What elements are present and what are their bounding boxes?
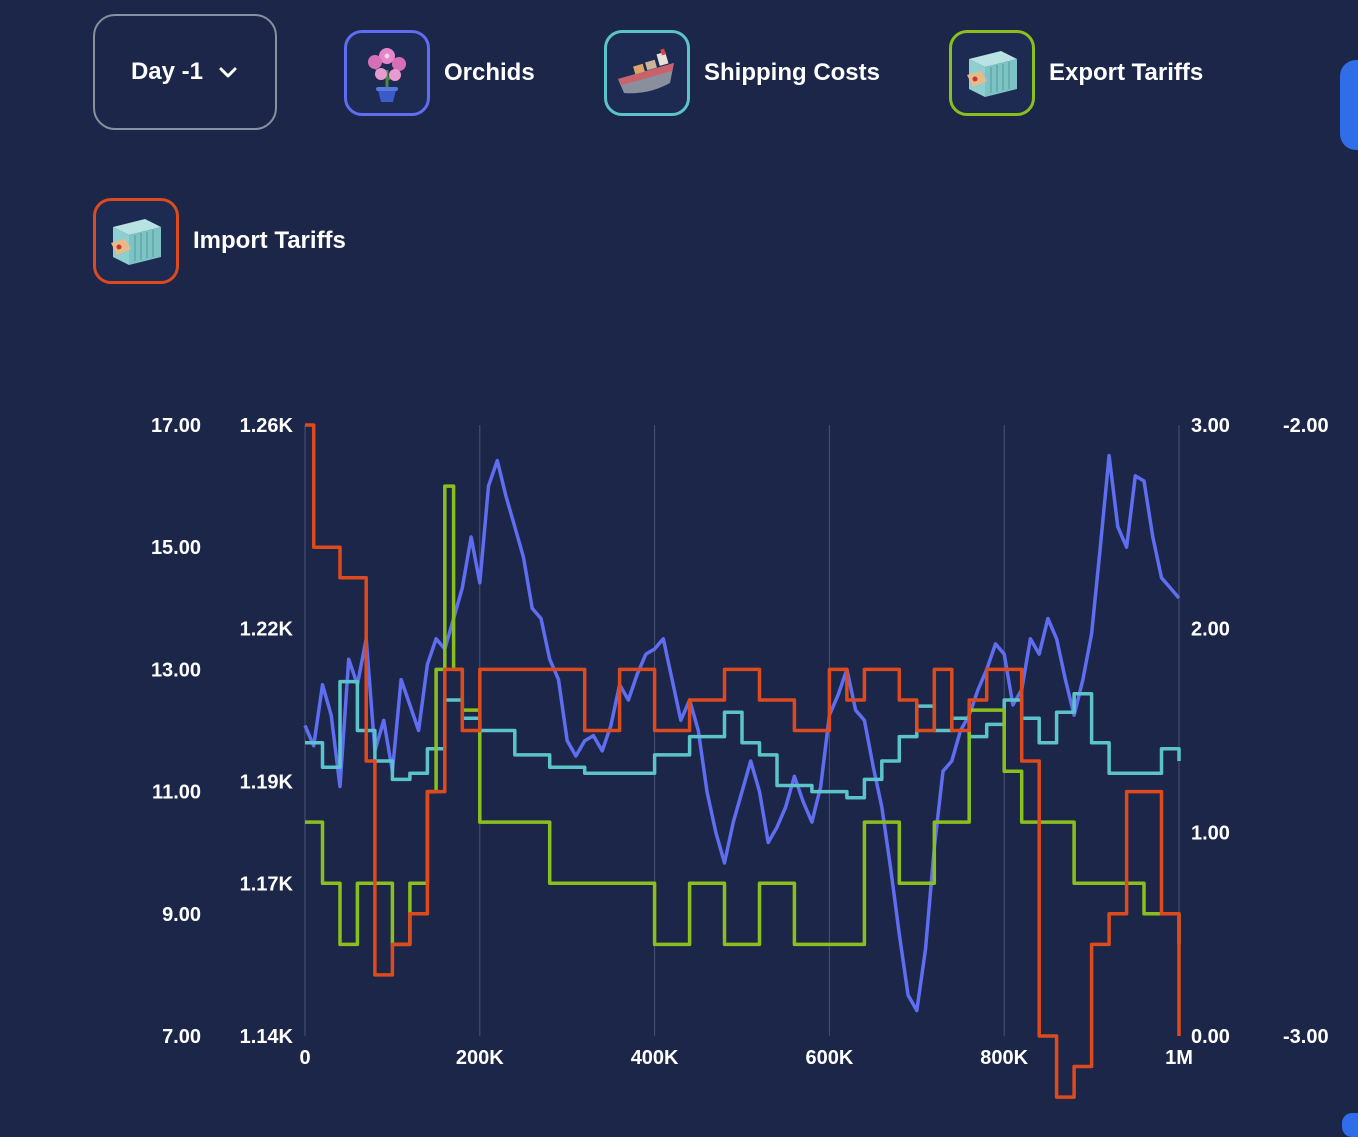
- product-tile-import-tariffs[interactable]: Import Tariffs: [93, 198, 346, 284]
- y-tick-label-shipping: 15.00: [151, 537, 201, 559]
- y-tick-label-orchids: 1.22K: [240, 619, 294, 641]
- series-line-orchids: [303, 453, 1181, 1013]
- product-tile-shipping-costs[interactable]: Shipping Costs: [604, 30, 880, 116]
- y-tick-label-shipping: 17.00: [151, 415, 201, 437]
- day-selector[interactable]: Day -1: [93, 14, 277, 130]
- product-label-export-tariffs: Export Tariffs: [1049, 59, 1204, 86]
- series-line-shipping-costs: [305, 679, 1181, 800]
- side-panel-button[interactable]: [1340, 60, 1358, 150]
- x-tick-label: 400K: [631, 1047, 679, 1069]
- y-tick-label-import: -2.00: [1283, 415, 1329, 437]
- y-tick-label-orchids: 1.17K: [240, 873, 294, 895]
- x-tick-label: 200K: [456, 1047, 504, 1069]
- ship-icon: [604, 30, 690, 116]
- chevron-down-icon: [219, 67, 237, 78]
- y-tick-label-import: -3.00: [1283, 1026, 1329, 1048]
- y-tick-label-orchids: 1.26K: [240, 415, 294, 437]
- product-tile-orchids[interactable]: Orchids: [344, 30, 535, 116]
- y-tick-label-export: 2.00: [1191, 619, 1230, 641]
- y-tick-label-orchids: 1.19K: [240, 771, 294, 793]
- container-icon: [93, 198, 179, 284]
- x-tick-label: 1M: [1165, 1047, 1193, 1069]
- y-tick-label-shipping: 13.00: [151, 659, 201, 681]
- day-selector-label: Day -1: [130, 58, 204, 85]
- y-tick-label-export: 3.00: [1191, 415, 1230, 437]
- y-tick-label-export: 0.00: [1191, 1026, 1230, 1048]
- y-tick-label-orchids: 1.14K: [240, 1026, 294, 1048]
- container-icon: [949, 30, 1035, 116]
- product-label-import-tariffs: Import Tariffs: [193, 227, 346, 254]
- x-tick-label: 0: [299, 1047, 310, 1069]
- product-label-shipping-costs: Shipping Costs: [704, 59, 880, 86]
- x-tick-label: 600K: [805, 1047, 853, 1069]
- orchid-icon: [344, 30, 430, 116]
- y-tick-label-shipping: 9.00: [162, 904, 201, 926]
- x-tick-label: 800K: [980, 1047, 1028, 1069]
- y-tick-label-export: 1.00: [1191, 822, 1230, 844]
- product-label-orchids: Orchids: [444, 59, 535, 86]
- product-tile-export-tariffs[interactable]: Export Tariffs: [949, 30, 1203, 116]
- y-tick-label-shipping: 7.00: [162, 1026, 201, 1048]
- y-tick-label-shipping: 11.00: [152, 782, 201, 804]
- series-line-import-tariffs: [305, 423, 1181, 1099]
